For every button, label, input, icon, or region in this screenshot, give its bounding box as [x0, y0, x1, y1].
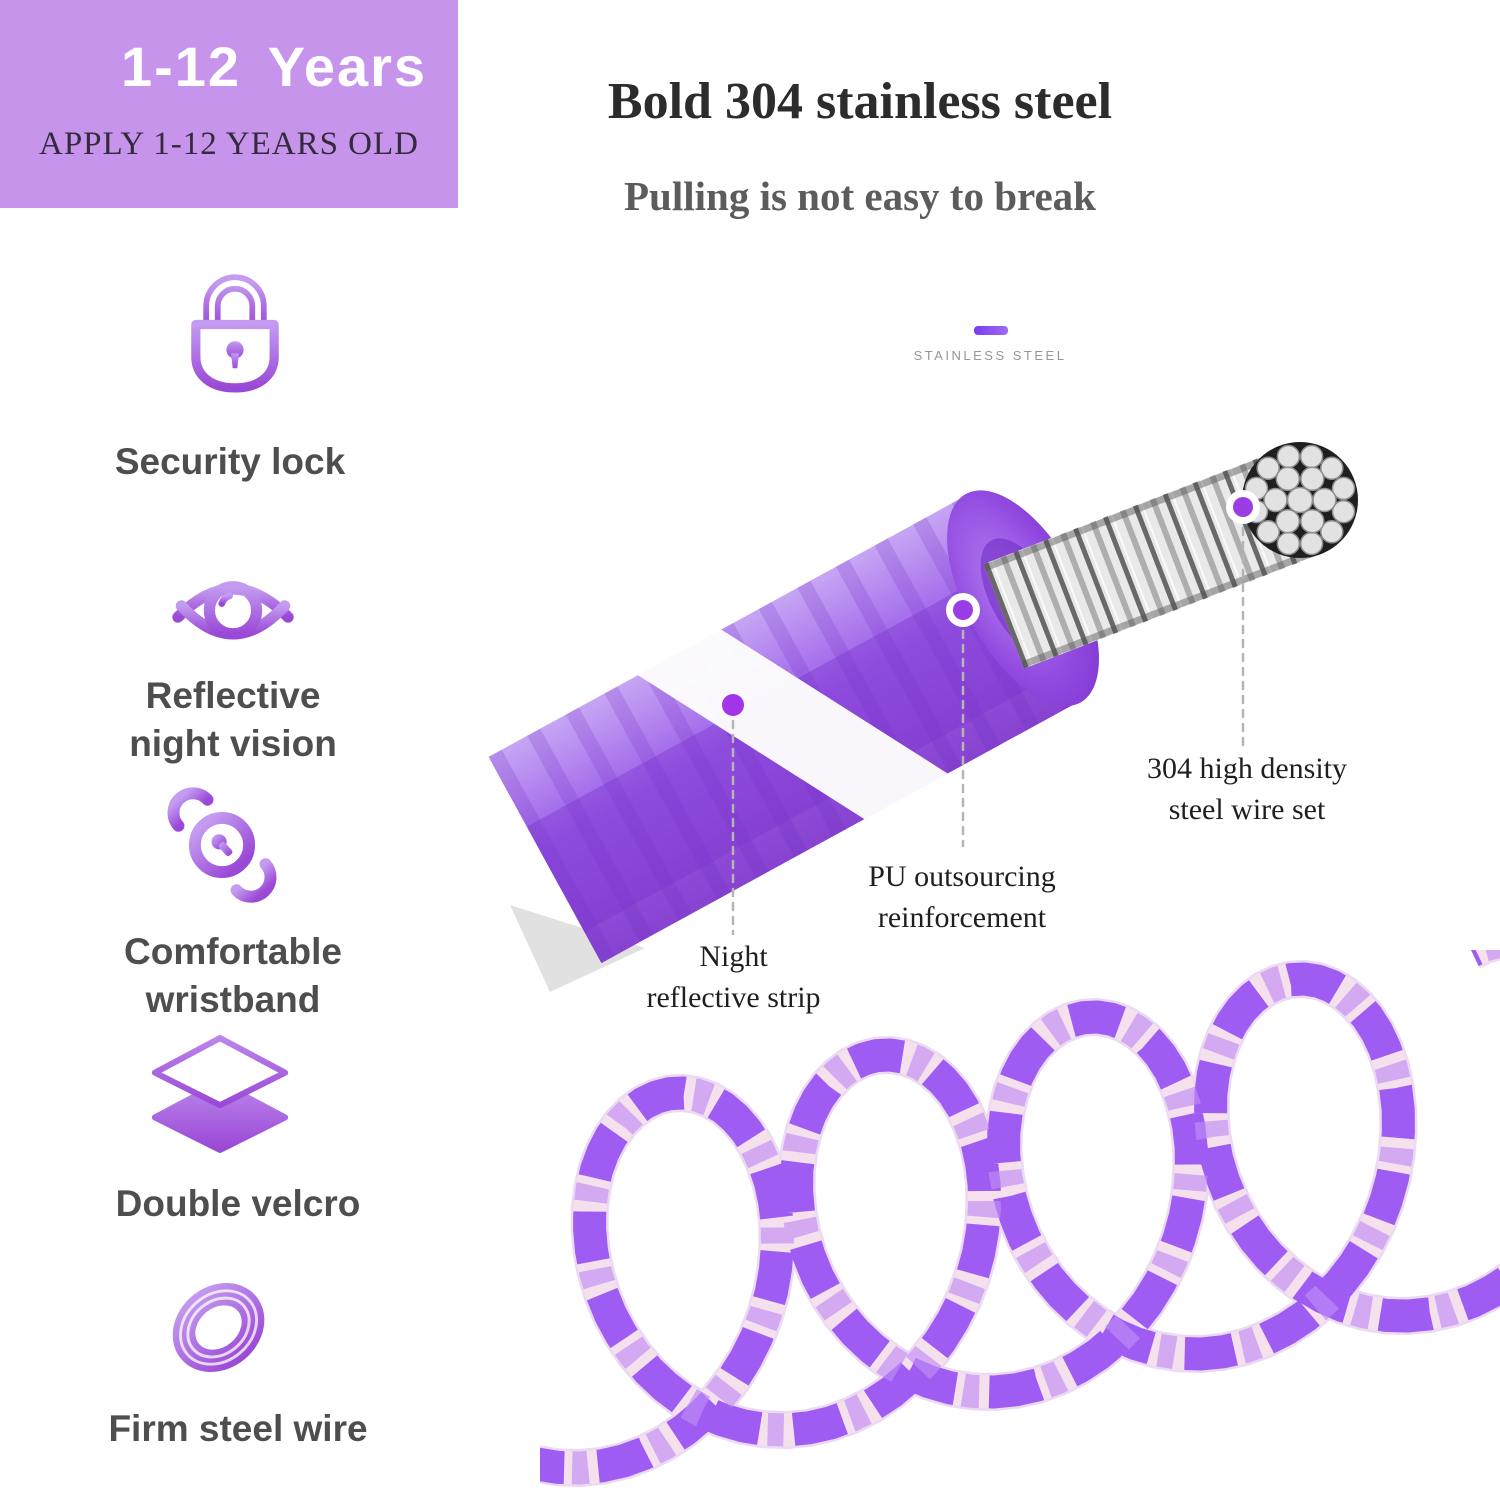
feature-label-firm-steel-wire: Firm steel wire — [108, 1408, 368, 1449]
feature-label-double-velcro: Double velcro — [115, 1183, 361, 1224]
steel-core-marker — [1233, 497, 1253, 517]
steel-wire-cross-section — [1242, 442, 1358, 558]
eye-icon — [172, 581, 294, 640]
pu-marker — [953, 600, 973, 620]
wristband-icon — [167, 787, 277, 903]
feature-label-security-lock: Security lock — [114, 441, 346, 482]
callout-pu-outsourcing: PU outsourcing reinforcement — [868, 860, 1056, 935]
feature-label-reflective-night-vision: Reflective night vision — [129, 675, 337, 765]
callout-night-reflective-strip: Night reflective strip — [646, 940, 821, 1015]
cable-cutaway-illustration — [488, 442, 1358, 992]
night-strip-marker — [722, 694, 744, 716]
main-title: Bold 304 stainless steel — [607, 73, 1113, 130]
tube-end-shadow — [510, 905, 645, 992]
lock-icon — [191, 274, 279, 393]
layers-icon — [151, 1035, 289, 1153]
age-banner-title: 1-12 Years — [120, 35, 428, 98]
age-banner-subtitle: APPLY 1-12 YEARS OLD — [38, 126, 420, 162]
stainless-steel-label: STAINLESS STEEL — [913, 348, 1067, 363]
feature-label-comfortable-wristband: Comfortable wristband — [124, 931, 342, 1021]
coil-icon — [161, 1283, 277, 1373]
night-reflective-strip — [637, 629, 949, 820]
main-subtitle: Pulling is not easy to break — [624, 173, 1096, 219]
stainless-steel-dash — [974, 326, 1008, 335]
callout-304-steel-wire: 304 high density steel wire set — [1147, 752, 1347, 827]
age-banner: 1-12 Years APPLY 1-12 YEARS OLD — [0, 0, 458, 208]
coiled-cable-illustration — [540, 950, 1500, 1487]
callout-markers — [722, 490, 1260, 936]
